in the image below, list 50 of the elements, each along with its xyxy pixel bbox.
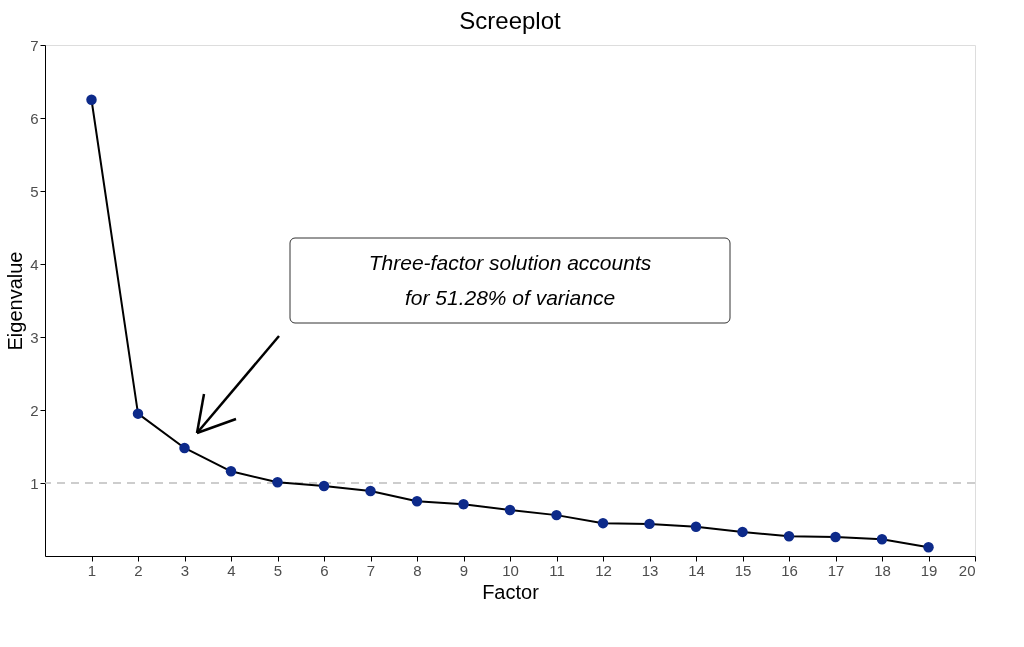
x-tick-label: 7 — [366, 561, 376, 579]
y-tick-label: 4 — [30, 255, 39, 273]
x-tick-label: 2 — [134, 561, 143, 579]
x-tick-label: 15 — [734, 561, 752, 579]
x-tick-label: 8 — [413, 561, 422, 579]
point — [458, 498, 469, 510]
x-tick-label: 5 — [273, 561, 283, 579]
x-tick-label: 1 — [87, 561, 97, 579]
x-tick-label: 14 — [688, 561, 705, 579]
y-tick-label: 5 — [30, 182, 39, 200]
point — [830, 531, 841, 543]
chart-title: Screeplot — [459, 7, 562, 34]
y-axis-title: Eigenvalue — [4, 251, 27, 351]
x-tick-label: 11 — [549, 561, 565, 579]
x-tick-label: 18 — [874, 561, 891, 579]
x-tick-label: 9 — [459, 561, 469, 579]
point — [318, 480, 330, 492]
point — [225, 466, 237, 477]
point — [923, 542, 934, 553]
x-tick-label: 16 — [781, 561, 798, 579]
point — [365, 485, 376, 497]
point — [644, 518, 655, 530]
x-axis-title: Factor — [482, 580, 540, 603]
y-tick-label: 1 — [30, 474, 39, 492]
x-tick-label: 17 — [827, 561, 845, 579]
x-tick-label: 13 — [641, 561, 659, 579]
x-tick-label: 4 — [227, 561, 236, 579]
annotation: Three-factor solution accounts for 51.28% of variance — [368, 251, 652, 309]
point — [783, 531, 795, 542]
point — [86, 94, 97, 105]
point — [179, 442, 190, 454]
x-tick-label: 3 — [180, 561, 190, 579]
y-tick-label: 6 — [30, 109, 39, 127]
x-tick-label: 20 — [958, 561, 976, 579]
x-tick-label: 6 — [320, 561, 329, 579]
point — [737, 526, 748, 538]
point — [551, 509, 562, 521]
point — [597, 517, 609, 529]
y-tick-label: 2 — [30, 401, 39, 419]
point — [411, 496, 423, 507]
y-tick-label: 7 — [30, 36, 39, 54]
y-tick-label: 3 — [30, 328, 39, 346]
point — [690, 521, 702, 533]
point — [132, 408, 144, 419]
point — [876, 533, 888, 545]
point — [504, 504, 516, 516]
point — [272, 477, 283, 488]
x-tick-label: 10 — [502, 561, 519, 579]
x-tick-label: 19 — [920, 561, 938, 579]
x-tick-label: 12 — [595, 561, 612, 579]
